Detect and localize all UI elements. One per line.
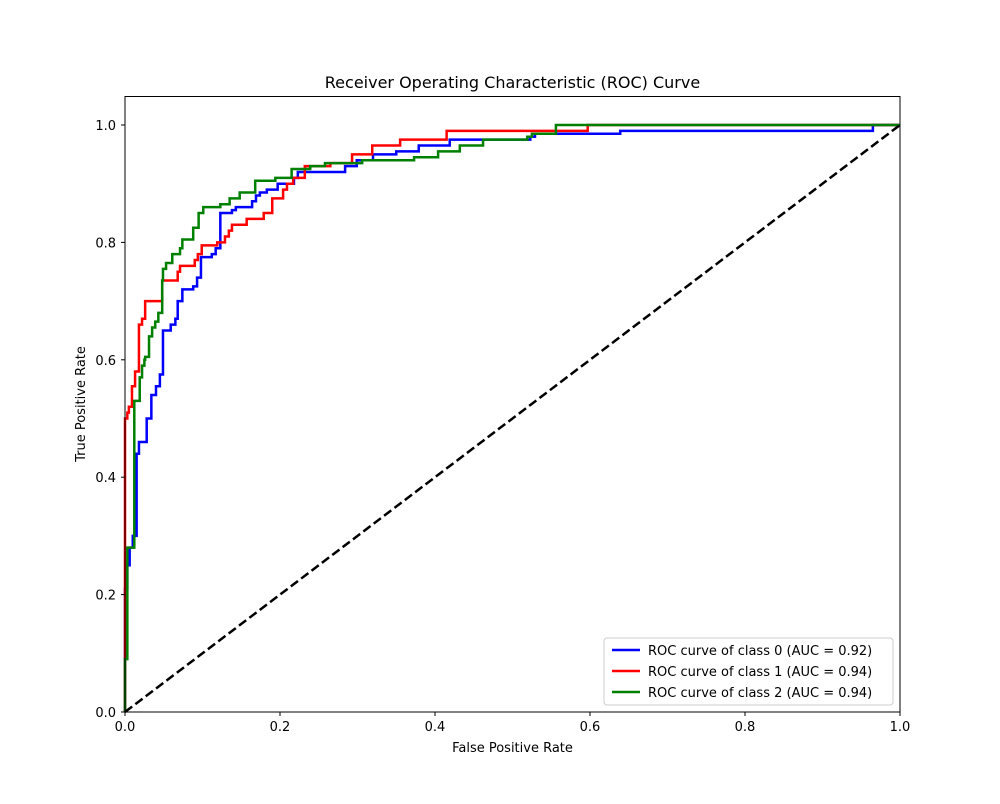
legend: ROC curve of class 0 (AUC = 0.92) ROC cu… — [603, 637, 894, 706]
legend-label-class-2: ROC curve of class 2 (AUC = 0.94) — [648, 686, 872, 701]
roc-curve-class-0 — [123, 123, 900, 712]
legend-label-class-0: ROC curve of class 0 (AUC = 0.92) — [648, 644, 872, 659]
x-axis-label: False Positive Rate — [452, 741, 573, 756]
x-tick-label: 0.6 — [580, 720, 601, 735]
y-tick-label: 0.8 — [95, 236, 116, 251]
legend-box — [603, 637, 894, 706]
chart-title: Receiver Operating Characteristic (ROC) … — [325, 73, 700, 92]
x-tick-label: 0.0 — [115, 720, 136, 735]
y-tick-label: 1.0 — [95, 119, 116, 134]
x-tick-label: 1.0 — [890, 720, 911, 735]
legend-label-class-1: ROC curve of class 1 (AUC = 0.94) — [648, 665, 872, 680]
plot-area — [123, 123, 901, 713]
y-tick-label: 0.0 — [95, 706, 116, 721]
chance-diagonal-line — [124, 124, 901, 713]
y-tick-label: 0.2 — [95, 589, 116, 604]
ticks: 0.0 0.2 0.4 0.6 0.8 1.0 0.0 0.2 0.4 0.6 0.8 1.0 — [95, 119, 910, 735]
x-tick-label: 0.2 — [270, 720, 291, 735]
x-tick-label: 0.4 — [425, 720, 446, 735]
x-tick-label: 0.8 — [735, 720, 756, 735]
y-tick-label: 0.6 — [95, 354, 116, 369]
y-axis-label: True Positive Rate — [74, 346, 89, 463]
axes-frame — [124, 96, 901, 713]
roc-curve-class-2 — [123, 123, 900, 712]
y-tick-label: 0.4 — [95, 471, 116, 486]
